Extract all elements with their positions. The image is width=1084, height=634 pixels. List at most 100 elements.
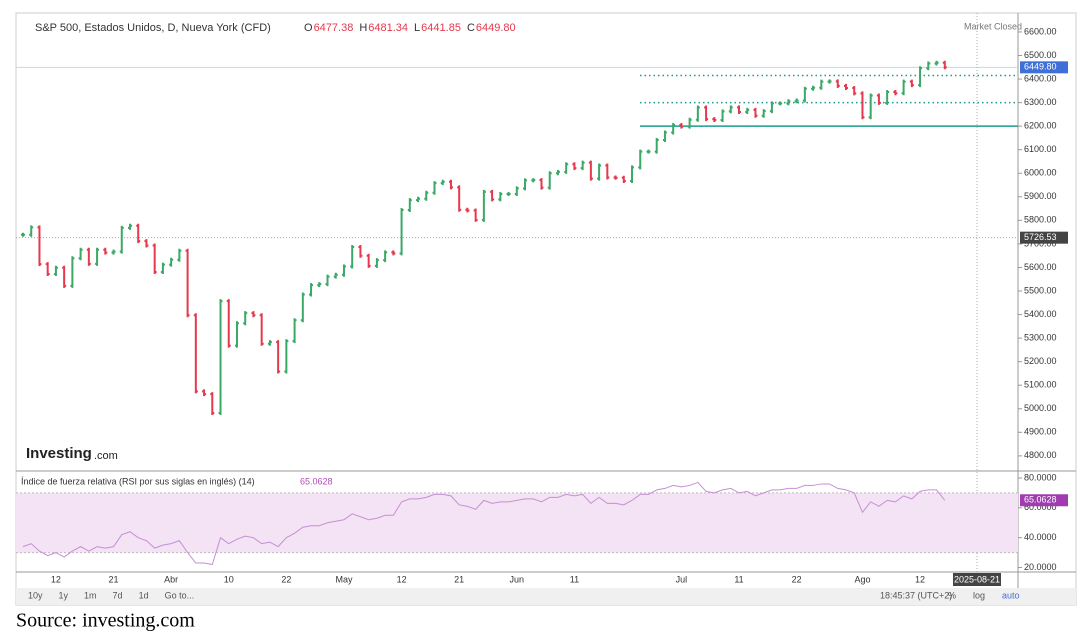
bar xyxy=(284,339,289,374)
chart-title: S&P 500, Estados Unidos, D, Nueva York (… xyxy=(35,22,271,34)
bar xyxy=(621,175,626,184)
bar xyxy=(868,93,873,120)
bar xyxy=(218,299,223,416)
option-button[interactable]: auto xyxy=(1002,590,1020,600)
bar xyxy=(662,130,667,143)
bar xyxy=(737,105,742,115)
x-tick-label: 11 xyxy=(570,574,579,584)
bar xyxy=(695,105,700,122)
bar xyxy=(761,109,766,118)
bar xyxy=(300,292,305,323)
y-tick-label: 5400.00 xyxy=(1024,309,1057,319)
y-tick-label: 5900.00 xyxy=(1024,191,1057,201)
bar xyxy=(852,86,857,96)
rsi-band xyxy=(16,492,1018,553)
bar xyxy=(588,160,593,181)
bar xyxy=(448,179,453,190)
bar xyxy=(103,247,108,255)
option-button[interactable]: % xyxy=(948,590,956,600)
bar xyxy=(720,109,725,123)
range-button[interactable]: 1y xyxy=(59,590,69,600)
bar xyxy=(210,392,215,416)
bar xyxy=(728,105,733,114)
bar xyxy=(778,101,783,106)
range-button[interactable]: 10y xyxy=(28,590,43,600)
range-button[interactable]: Go to... xyxy=(165,590,195,600)
rsi-line xyxy=(22,481,946,566)
bar xyxy=(202,389,207,397)
x-tick-label: 21 xyxy=(454,574,464,584)
bar xyxy=(177,248,182,262)
bar xyxy=(786,99,791,106)
bar xyxy=(926,61,931,71)
bar xyxy=(671,122,676,135)
bar xyxy=(358,244,363,258)
bar xyxy=(654,138,659,154)
bar xyxy=(407,198,412,212)
bar xyxy=(193,313,198,394)
toolbar xyxy=(16,588,1076,605)
bar xyxy=(127,223,132,230)
crosshair-price-box xyxy=(1020,231,1068,244)
bar xyxy=(350,244,355,269)
bar xyxy=(555,169,560,176)
ohlc-value: 6449.80 xyxy=(476,22,516,34)
bar xyxy=(876,93,881,105)
y-tick-label: 4800.00 xyxy=(1024,450,1057,460)
bar xyxy=(169,257,174,267)
bar xyxy=(506,191,511,196)
bar xyxy=(251,311,256,318)
bar xyxy=(745,107,750,115)
bar xyxy=(152,243,157,274)
range-button[interactable]: 7d xyxy=(113,590,123,600)
y-tick-label: 5800.00 xyxy=(1024,215,1057,225)
bar xyxy=(769,101,774,114)
range-button[interactable]: 1d xyxy=(139,590,149,600)
option-button[interactable]: log xyxy=(973,590,985,600)
bar xyxy=(70,256,75,288)
bar xyxy=(539,178,544,190)
x-tick-label: 22 xyxy=(792,574,802,584)
y-tick-label: 6600.00 xyxy=(1024,26,1057,36)
bar xyxy=(53,265,58,277)
bar xyxy=(630,165,635,184)
x-tick-label: Ago xyxy=(854,574,870,584)
last-price-label: 6449.80 xyxy=(1024,62,1057,72)
bar xyxy=(909,79,914,88)
y-tick-label: 6200.00 xyxy=(1024,121,1057,131)
bar xyxy=(679,122,684,129)
last-price-box xyxy=(1020,61,1068,74)
bar xyxy=(341,264,346,277)
bar xyxy=(309,283,314,297)
bar xyxy=(753,107,758,118)
status: Market Closed xyxy=(964,21,1022,31)
crosshair-date: 2025-08-21 xyxy=(954,574,1000,584)
x-tick-label: 10 xyxy=(224,574,234,584)
bar xyxy=(901,79,906,96)
bar xyxy=(794,98,799,104)
y-tick-label: 6500.00 xyxy=(1024,50,1057,60)
bar xyxy=(885,90,890,105)
clock: 18:45:37 (UTC+2) xyxy=(880,590,952,600)
y-tick-label: 6100.00 xyxy=(1024,144,1057,154)
bar xyxy=(802,86,807,103)
crosshair-date-box xyxy=(953,573,1001,586)
bar xyxy=(473,208,478,222)
indicator-value: 65.0628 xyxy=(300,476,333,486)
x-tick-label: Abr xyxy=(164,574,178,584)
bar xyxy=(465,207,470,213)
y-tick-label: 80.0000 xyxy=(1024,472,1057,482)
range-button[interactable]: 1m xyxy=(84,590,97,600)
bar xyxy=(424,190,429,201)
bar xyxy=(605,163,610,180)
bar xyxy=(572,162,577,171)
bar xyxy=(704,105,709,122)
y-tick-label: 5600.00 xyxy=(1024,262,1057,272)
bar xyxy=(440,179,445,186)
bar xyxy=(383,250,388,263)
y-tick-label: 6000.00 xyxy=(1024,168,1057,178)
bar xyxy=(119,225,124,254)
bar xyxy=(136,223,141,244)
bar xyxy=(827,79,832,84)
bar xyxy=(399,208,404,256)
